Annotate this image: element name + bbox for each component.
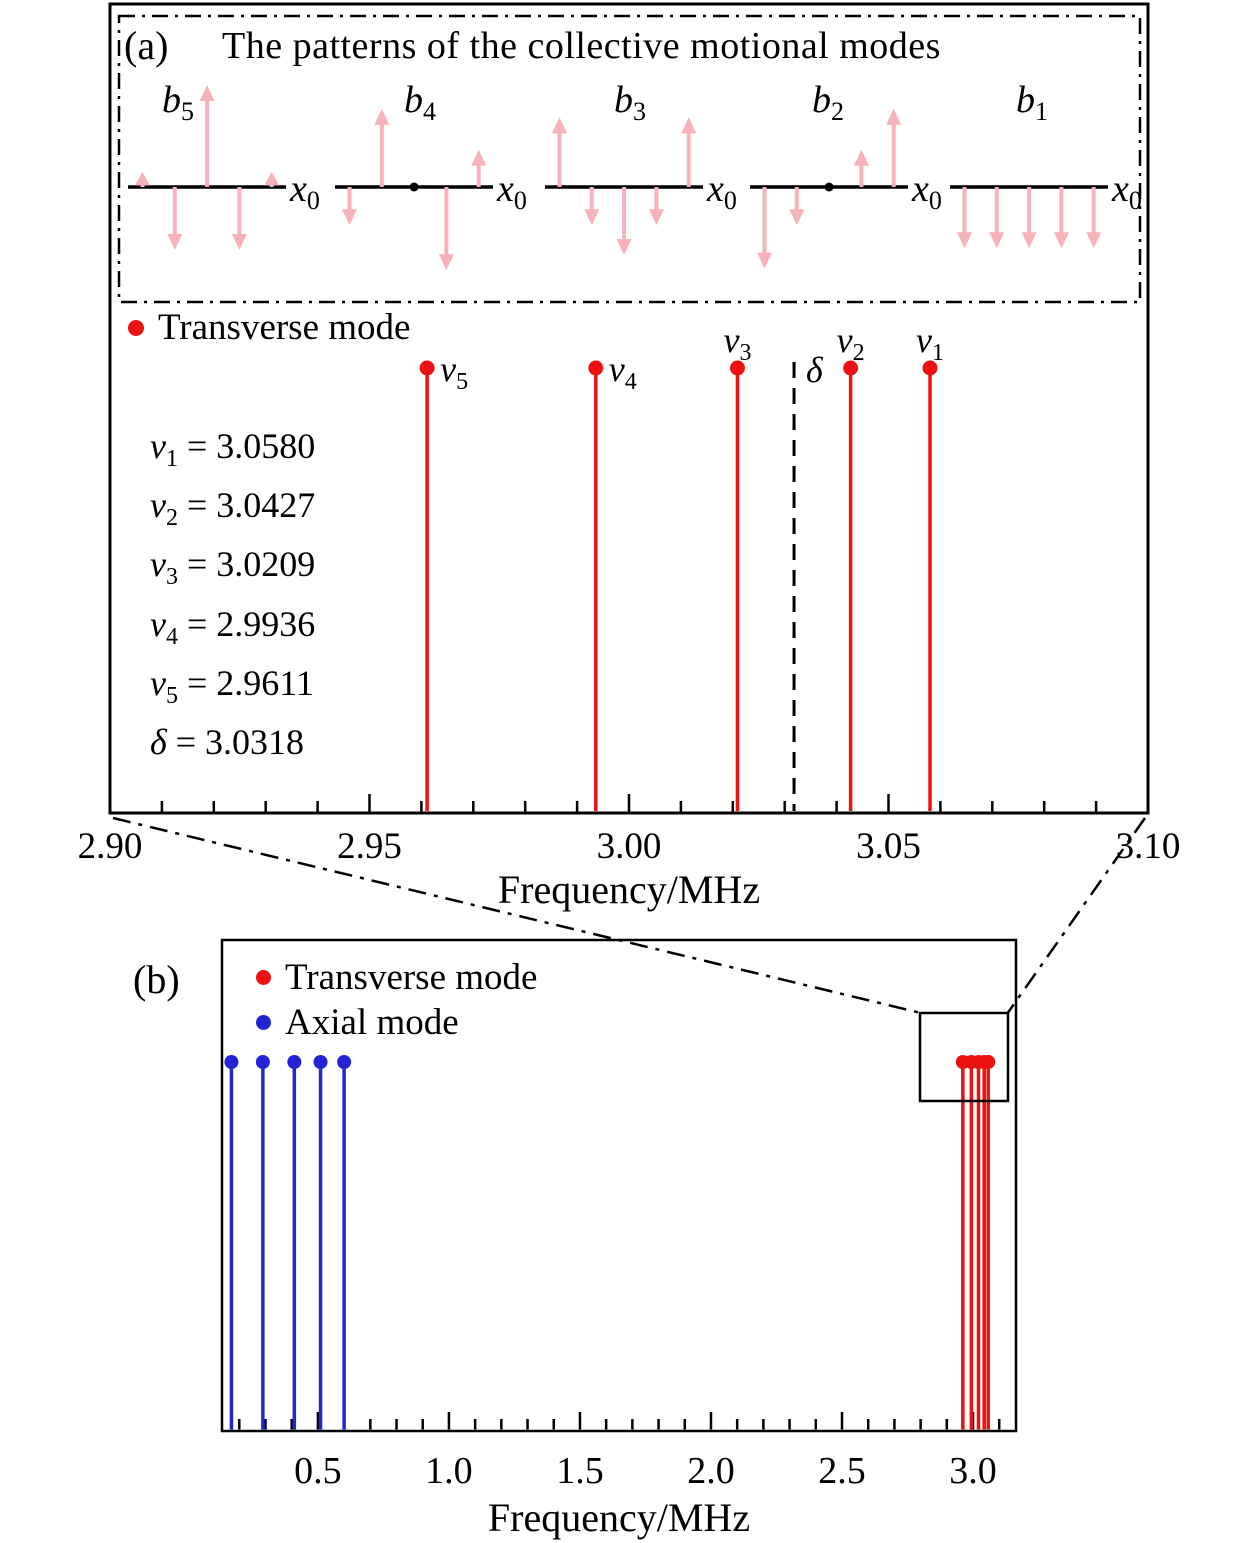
axis-tick-label: 3.0: [949, 1450, 997, 1492]
panel-a-label: (a): [124, 23, 169, 68]
mode-label-b4: b4: [404, 79, 436, 126]
transverse-mode-legend-label: Transverse mode: [158, 307, 411, 348]
transverse-stem-marker: [843, 360, 859, 376]
panel-a-xaxis-label: Frequency/MHz: [497, 867, 761, 912]
ion-displacement-arrowhead: [584, 209, 600, 226]
zero-displacement-dot: [824, 182, 834, 192]
axis-tick-label: 3.10: [1116, 826, 1181, 867]
ion-displacement-arrowhead: [552, 117, 567, 134]
x0-label: x0: [496, 168, 527, 215]
axis-tick-label: 2.95: [337, 826, 402, 867]
mode-label-b5: b5: [162, 79, 194, 126]
transverse-mode-marker-icon: [128, 319, 144, 336]
mode-pattern-b3: b3 x0: [545, 79, 737, 255]
mode-frequency-line: ν2 = 3.0427: [150, 485, 316, 532]
mode-label-b2: b2: [812, 79, 844, 126]
axis-tick-label: 1.5: [556, 1450, 604, 1492]
axis-tick-label: 0.5: [294, 1450, 342, 1492]
axis-tick-label: 2.0: [687, 1450, 735, 1492]
mode-frequency-line: ν4 = 2.9936: [150, 603, 316, 650]
axis-tick-label: 3.00: [597, 826, 662, 867]
mode-frequency-line: ν5 = 2.9611: [150, 662, 314, 709]
ion-displacement-arrowhead: [374, 108, 390, 125]
axis-tick-label: 2.5: [818, 1450, 866, 1492]
stem-label: ν2: [837, 320, 865, 366]
panel-b-xaxis-label: Frequency/MHz: [487, 1495, 751, 1540]
transverse-stem-marker: [729, 360, 745, 376]
x0-label: x0: [911, 168, 942, 215]
ion-displacement-arrowhead: [681, 117, 697, 134]
mode-frequency-line: δ = 3.0318: [150, 721, 305, 762]
zoom-connector-line-left: [112, 816, 922, 1015]
panel-a-frame: [108, 2, 1150, 815]
mode-frequency-line: ν3 = 3.0209: [150, 544, 316, 591]
transverse-mode-marker-icon: [256, 970, 271, 985]
axis-tick-label: 3.05: [856, 826, 921, 867]
mode-pattern-b1: b1 x0: [950, 79, 1142, 249]
transverse-stem-marker: [588, 360, 604, 376]
mode-label-b3: b3: [614, 79, 646, 126]
axis-tick-label: 1.0: [425, 1450, 473, 1492]
mode-pattern-b5: b5 x0: [128, 79, 320, 250]
x0-label: x0: [706, 168, 737, 215]
mode-patterns-inset-frame: [117, 14, 1142, 304]
ion-displacement-arrowhead: [789, 209, 805, 226]
panel-b-label: (b): [133, 957, 180, 1002]
ion-displacement-arrowhead: [438, 254, 454, 271]
x0-label: x0: [289, 168, 320, 215]
mode-label-b1: b1: [1016, 79, 1048, 126]
ion-displacement-arrowhead: [616, 239, 632, 255]
ion-displacement-arrowhead: [231, 233, 247, 250]
transverse-stem-marker: [419, 360, 435, 376]
mode-pattern-b4: b4 x0: [335, 79, 527, 271]
axial-stem-marker: [255, 1055, 270, 1069]
delta-label: δ: [806, 350, 824, 390]
ion-displacement-arrowhead: [135, 171, 150, 186]
stem-label: ν5: [440, 349, 468, 395]
axial-mode-marker-icon: [256, 1015, 271, 1030]
axial-stem-marker: [287, 1055, 302, 1069]
axial-mode-legend-label: Axial mode: [285, 1002, 459, 1043]
ion-displacement-arrowhead: [648, 209, 664, 226]
ion-displacement-arrowhead: [886, 108, 902, 125]
ion-displacement-arrowhead: [1086, 232, 1102, 249]
ion-displacement-arrowhead: [957, 232, 972, 249]
ion-displacement-arrowhead: [264, 171, 280, 186]
ion-displacement-arrowhead: [199, 85, 215, 101]
x0-label: x0: [1111, 168, 1142, 215]
stem-label: ν3: [723, 320, 751, 366]
ion-displacement-arrowhead: [989, 232, 1005, 249]
stem-label: ν1: [916, 320, 944, 366]
axial-stem-marker: [224, 1055, 239, 1069]
mode-frequency-line: ν1 = 3.0580: [150, 426, 316, 473]
mode-frequency-values: ν1 = 3.0580 ν2 = 3.0427 ν3 = 3.0209 ν4 = 2.…: [150, 423, 315, 765]
ion-displacement-arrowhead: [342, 209, 357, 226]
zoom-region-box: [918, 1011, 1010, 1103]
ion-displacement-arrowhead: [1053, 232, 1069, 249]
panel-a-title: The patterns of the collective motional …: [222, 25, 941, 67]
axis-tick-label: 2.90: [78, 826, 143, 867]
transverse-mode-legend-label: Transverse mode: [285, 957, 538, 998]
ion-displacement-arrowhead: [1021, 232, 1037, 249]
transverse-stem-marker: [922, 360, 938, 376]
zero-displacement-dot: [409, 182, 419, 192]
axial-stem-marker: [313, 1055, 328, 1069]
transverse-stem-marker: [981, 1055, 996, 1069]
ion-displacement-arrowhead: [471, 149, 487, 166]
ion-displacement-arrowhead: [167, 233, 183, 250]
axial-stem-marker: [337, 1055, 352, 1069]
panel-a-legend: Transverse mode: [128, 306, 410, 349]
zoom-connector-line-right: [1005, 817, 1147, 1015]
panel-b-legend-axial: Axial mode: [256, 1001, 459, 1044]
stem-label: ν4: [609, 349, 637, 395]
mode-pattern-b2: b2 x0: [750, 79, 942, 269]
ion-displacement-arrowhead: [853, 149, 869, 166]
panel-b-legend-transverse: Transverse mode: [256, 956, 537, 999]
ion-displacement-arrowhead: [757, 252, 772, 269]
